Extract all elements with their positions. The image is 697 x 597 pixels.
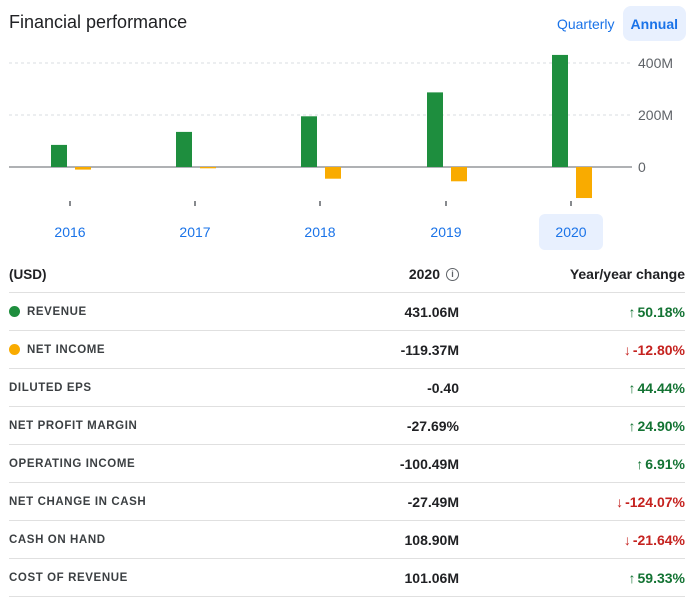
metric-change: ↑ 44.44% [629, 369, 685, 406]
metric-label: REVENUE [9, 293, 87, 330]
metric-name: NET INCOME [27, 343, 106, 356]
arrow-up-icon: ↑ [636, 455, 644, 472]
page-title: Financial performance [9, 12, 188, 32]
metric-value: 101.06M [404, 569, 459, 586]
metric-change: ↑ 6.91% [636, 445, 685, 482]
table-row: NET INCOME -119.37M ↓ -12.80% [9, 331, 685, 369]
net-income-bar [451, 167, 467, 182]
info-icon[interactable]: i [446, 267, 459, 281]
table-header: (USD) 2020 i Year/year change [9, 256, 685, 293]
table-row: OPERATING INCOME -100.49M ↑ 6.91% [9, 445, 685, 483]
metric-value: 108.90M [404, 531, 459, 548]
metric-name: DILUTED EPS [9, 381, 92, 394]
table-row: COST OF REVENUE 101.06M ↑ 59.33% [9, 559, 685, 597]
metric-value: -119.37M [400, 341, 459, 358]
revenue-bar [552, 54, 568, 167]
metric-change: ↓ -12.80% [624, 331, 685, 368]
metric-change: ↑ 59.33% [629, 559, 685, 596]
year-tab-2020[interactable]: 2020 [539, 214, 603, 250]
financial-chart: 400M 200M 0 [9, 54, 673, 206]
revenue-bar [51, 144, 67, 167]
year-column-header: 2020 i [409, 256, 459, 292]
metric-change: ↑ 24.90% [629, 407, 685, 444]
y-tick-label: 400M [638, 55, 673, 71]
metric-label: NET PROFIT MARGIN [9, 407, 137, 444]
metric-value: -100.49M [399, 455, 459, 472]
change-value: 59.33% [637, 569, 685, 586]
revenue-bar [301, 116, 317, 167]
change-column-header: Year/year change [569, 266, 685, 282]
net-income-bar [200, 167, 216, 169]
year-tab-2017[interactable]: 2017 [179, 224, 211, 240]
change-value: -12.80% [632, 341, 685, 358]
change-value: -21.64% [632, 531, 685, 548]
revenue-legend-dot [9, 306, 20, 317]
metric-value: -0.40 [427, 379, 459, 396]
net-income-legend-dot [9, 344, 20, 355]
arrow-up-icon: ↑ [628, 417, 636, 434]
change-value: -124.07% [625, 493, 685, 510]
arrow-up-icon: ↑ [628, 569, 636, 586]
metric-value: -27.69% [406, 417, 459, 434]
arrow-down-icon: ↓ [616, 493, 624, 510]
table-row: CASH ON HAND 108.90M ↓ -21.64% [9, 521, 685, 559]
metric-label: DILUTED EPS [9, 369, 92, 406]
arrow-down-icon: ↓ [623, 341, 631, 358]
table-body: REVENUE 431.06M ↑ 50.18% NET INCOME -119.37M ↓… [9, 293, 685, 597]
arrow-up-icon: ↑ [628, 379, 636, 396]
metric-label: NET CHANGE IN CASH [9, 483, 146, 520]
metric-name: NET PROFIT MARGIN [9, 419, 138, 432]
period-toggle: Quarterly Annual [549, 6, 686, 41]
metric-change: ↑ 50.18% [629, 293, 685, 330]
arrow-up-icon: ↑ [628, 303, 636, 320]
metric-change: ↓ -124.07% [616, 483, 685, 520]
table-row: REVENUE 431.06M ↑ 50.18% [9, 293, 685, 331]
financial-table: (USD) 2020 i Year/year change REVENUE 431… [9, 256, 685, 597]
quarterly-button[interactable]: Quarterly [556, 15, 615, 32]
net-income-bar [325, 167, 341, 179]
metric-name: NET CHANGE IN CASH [9, 495, 147, 508]
net-income-bar [576, 167, 592, 199]
metric-label: CASH ON HAND [9, 521, 106, 558]
arrow-down-icon: ↓ [623, 531, 631, 548]
change-value: 44.44% [637, 379, 685, 396]
table-row: DILUTED EPS -0.40 ↑ 44.44% [9, 369, 685, 407]
metric-name: CASH ON HAND [9, 533, 106, 546]
table-row: NET PROFIT MARGIN -27.69% ↑ 24.90% [9, 407, 685, 445]
metric-name: COST OF REVENUE [9, 571, 128, 584]
metric-name: OPERATING INCOME [9, 457, 136, 470]
table-row: NET CHANGE IN CASH -27.49M ↓ -124.07% [9, 483, 685, 521]
net-income-bar [75, 167, 91, 170]
year-tab-2016[interactable]: 2016 [54, 224, 86, 240]
annual-button[interactable]: Annual [622, 6, 686, 41]
metric-label: COST OF REVENUE [9, 559, 128, 596]
metric-value: 431.06M [404, 303, 459, 320]
revenue-bar [176, 131, 192, 167]
y-tick-label: 0 [638, 159, 646, 175]
revenue-bar [427, 92, 443, 167]
metric-change: ↓ -21.64% [624, 521, 685, 558]
metric-label: OPERATING INCOME [9, 445, 135, 482]
metric-name: REVENUE [27, 305, 87, 318]
year-tab-2019[interactable]: 2019 [430, 224, 462, 240]
change-value: 24.90% [637, 417, 685, 434]
year-tab-2018[interactable]: 2018 [304, 224, 336, 240]
change-value: 50.18% [637, 303, 685, 320]
y-tick-label: 200M [638, 107, 673, 123]
change-value: 6.91% [645, 455, 685, 472]
metric-label: NET INCOME [9, 331, 105, 368]
year-label: 2020 [408, 266, 440, 282]
metric-value: -27.49M [407, 493, 459, 510]
unit-label: (USD) [9, 266, 47, 282]
